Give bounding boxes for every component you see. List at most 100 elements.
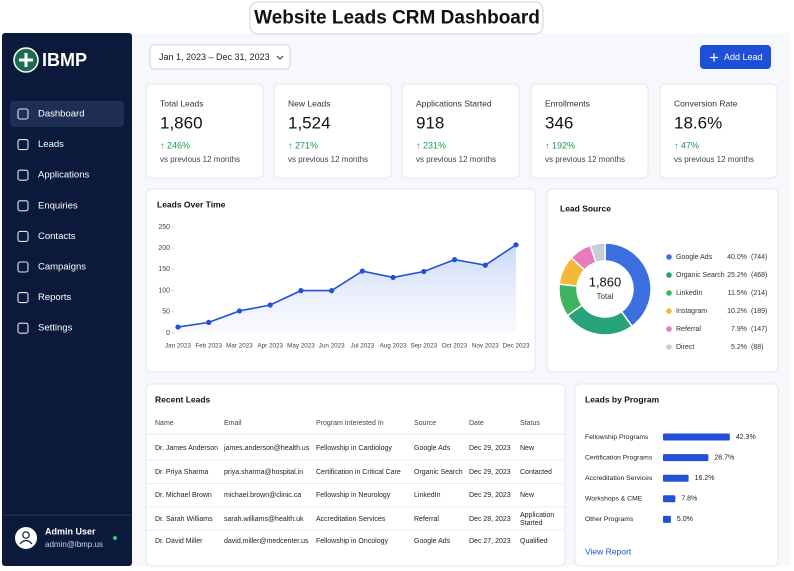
- column-header: Source: [414, 420, 436, 427]
- nav-item[interactable]: Contacts: [38, 231, 76, 242]
- x-tick-label: Jan 2023: [165, 343, 191, 350]
- user-name: Admin User: [45, 526, 96, 536]
- status-cell: Application Started: [520, 511, 555, 527]
- date-range: Jan 1, 2023 – Dec 31, 2023: [159, 52, 270, 62]
- nav-icon: [17, 108, 29, 120]
- legend-label: LinkedIn: [676, 290, 703, 297]
- chart-title: Lead Source: [560, 203, 611, 213]
- category-label: Other Programs: [585, 516, 634, 523]
- kpi-label: Conversion Rate: [674, 98, 738, 108]
- logo-cross: [19, 53, 33, 67]
- view-report-link[interactable]: View Report: [585, 546, 632, 556]
- line: [177, 244, 517, 328]
- nav-item[interactable]: Settings: [38, 323, 73, 334]
- table-cell: Dec 27, 2023: [469, 538, 511, 545]
- table-cell: Accreditation Services: [316, 516, 386, 523]
- pie-center-value: 1,860: [589, 274, 622, 289]
- point: [329, 288, 335, 294]
- nav-item[interactable]: Reports: [38, 292, 72, 303]
- nav-active: [10, 101, 124, 127]
- table-cell: Dec 29, 2023: [469, 492, 511, 499]
- nav-item[interactable]: Leads: [38, 139, 64, 150]
- title-box: [249, 1, 544, 35]
- value-label: 16.2%: [695, 475, 715, 482]
- nav-item[interactable]: Applications: [38, 170, 89, 181]
- kpi-label: Enrollments: [545, 98, 590, 108]
- table-cell: Referral: [414, 516, 439, 523]
- column-header: Email: [224, 420, 242, 427]
- table-cell: james.anderson@health.us: [223, 445, 310, 452]
- legend-swatch: [666, 254, 672, 260]
- column-header: Status: [520, 420, 540, 427]
- nav-icon: [17, 261, 29, 273]
- x-tick-label: May 2023: [287, 343, 315, 350]
- legend-label: Direct: [676, 344, 694, 351]
- value-label: 25.2%: [727, 272, 747, 279]
- point: [513, 242, 519, 248]
- category-label: Workshops & CME: [585, 496, 643, 503]
- status-text: Application Started: [520, 511, 555, 527]
- legend-label: Organic Search: [676, 272, 725, 279]
- plus-icon: [710, 53, 718, 62]
- table-cell: Organic Search: [414, 469, 463, 476]
- y-tick-label: 250: [158, 224, 170, 231]
- nav-icon: [17, 169, 29, 181]
- pie-center-label: Total: [597, 292, 614, 301]
- add-lead-label[interactable]: Add Lead: [724, 52, 763, 62]
- x-tick-label: Jun 2023: [319, 343, 345, 350]
- nav-item[interactable]: Campaigns: [38, 262, 86, 273]
- x-tick-label: Sep 2023: [410, 343, 437, 350]
- column-header: Date: [469, 420, 484, 427]
- kpi-change: ↑ 231%: [416, 140, 446, 150]
- legend-label: Referral: [676, 326, 701, 333]
- category-label: Accreditation Services: [585, 475, 653, 482]
- y-tick-label: 50: [162, 309, 170, 316]
- x-tick-label: Aug 2023: [380, 343, 407, 350]
- kpi-label: Total Leads: [160, 98, 203, 108]
- nav-icon: [17, 230, 29, 242]
- table-cell: Dr. Sarah Williams: [155, 516, 213, 523]
- legend-swatch: [666, 272, 672, 278]
- count-label: (147): [751, 326, 767, 333]
- table-cell: Fellowship in Cardiology: [316, 445, 392, 452]
- chart-title: Leads by Program: [585, 394, 660, 404]
- kpi-value: 1,524: [288, 113, 331, 132]
- kpi-value: 18.6%: [674, 113, 722, 132]
- legend-swatch: [666, 326, 672, 332]
- sidebar: [2, 33, 132, 566]
- kpi-card: [530, 83, 649, 179]
- logo-text: IBMP: [42, 50, 87, 70]
- table-cell: michael.brown@clinic.ca: [224, 492, 301, 499]
- table-cell: Dr. Michael Brown: [155, 492, 212, 499]
- kpi-note: vs previous 12 months: [416, 155, 496, 164]
- status-text: Qualified: [520, 537, 548, 545]
- legend-swatch: [666, 308, 672, 314]
- kpi-note: vs previous 12 months: [545, 155, 625, 164]
- kpi-card: [145, 83, 264, 179]
- point: [298, 288, 304, 294]
- table-cell: Dr. David Miller: [155, 538, 203, 545]
- kpi-change: ↑ 192%: [545, 140, 575, 150]
- table-card: [145, 383, 566, 567]
- avatar-body: [19, 539, 33, 545]
- nav-icon: [17, 200, 29, 212]
- legend-swatch: [666, 290, 672, 296]
- count-label: (88): [751, 344, 763, 351]
- nav-item[interactable]: Dashboard: [38, 109, 84, 120]
- kpi-card: [273, 83, 392, 179]
- status-cell: New: [520, 492, 534, 499]
- status-dot: [113, 536, 117, 540]
- add-lead-button[interactable]: [700, 45, 771, 69]
- status-cell: Contacted: [520, 469, 552, 476]
- date-picker[interactable]: [149, 44, 291, 70]
- table-cell: Dec 28, 2023: [469, 516, 511, 523]
- kpi-change: ↑ 47%: [674, 140, 699, 150]
- x-tick-label: Dec 2023: [503, 343, 530, 350]
- column-header: Program Interested In: [316, 420, 384, 427]
- count-label: (468): [751, 272, 767, 279]
- nav-item[interactable]: Enquiries: [38, 200, 78, 211]
- table-cell: Dec 29, 2023: [469, 445, 511, 452]
- table-cell: Dr. James Anderson: [155, 445, 218, 452]
- point: [359, 268, 365, 274]
- table-cell: priya.sharma@hospital.in: [224, 469, 303, 476]
